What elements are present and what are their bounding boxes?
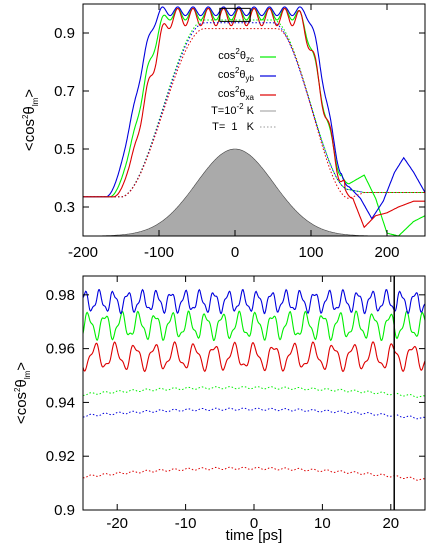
bottom-series-yb: [82, 288, 426, 315]
bottom-y-tick-label: 0.98: [46, 287, 75, 304]
top-y-axis-label: <cos2θlm>: [21, 89, 40, 151]
bottom-series-group: [82, 288, 426, 481]
bottom-series-yb_warm: [82, 407, 426, 420]
top-series-yb: [83, 6, 426, 220]
top-x-tick-label: 200: [374, 244, 399, 261]
svg-text:cos2θxa: cos2θxa: [218, 85, 255, 102]
top-plot-frame: [82, 3, 426, 237]
top-x-tick-label: -100: [144, 244, 174, 261]
top-x-tick-labels: -200 -100 0 100 200: [68, 244, 400, 261]
top-y-tick-label: 0.9: [54, 25, 75, 42]
top-y-tick-label: 0.7: [54, 83, 75, 100]
top-series-xa: [83, 7, 425, 229]
top-y-tick-label: 0.3: [54, 199, 75, 216]
legend-entry-high-temp: T= 1 K: [212, 121, 276, 133]
bottom-y-tick-label: 0.94: [46, 394, 75, 411]
bottom-series-zc_warm: [83, 386, 426, 398]
top-y-tick-labels: 0.3 0.5 0.7 0.9: [54, 25, 75, 216]
bottom-x-tick-label: -10: [175, 515, 197, 532]
legend-entry-zc: cos2θzc: [218, 47, 276, 64]
bottom-y-axis-label: <cos2θlm>: [13, 362, 32, 424]
bottom-series-xa_warm: [83, 466, 426, 481]
svg-text:T=10-2 K: T=10-2 K: [211, 102, 255, 117]
bottom-axis-ticks: [83, 276, 425, 511]
bottom-x-tick-label: 0: [250, 515, 258, 532]
legend-entry-low-temp: T=10-2 K: [211, 102, 276, 117]
bottom-x-tick-label: 20: [382, 515, 399, 532]
top-panel: -200 -100 0 100 200 0.3 0.5 0.7 0.9 <cos2θlm> c…: [21, 3, 426, 261]
bottom-x-tick-label: 10: [314, 515, 331, 532]
legend-entry-xa: cos2θxa: [218, 85, 276, 102]
bottom-x-axis-label: time [ps]: [226, 527, 283, 544]
top-axis-ticks: [82, 4, 425, 236]
top-series-xa_warm: [83, 28, 425, 199]
bottom-y-tick-label: 0.92: [46, 448, 75, 465]
legend-entry-yb: cos2θyb: [218, 66, 276, 83]
top-series-group: [83, 6, 426, 237]
bottom-y-tick-label: 0.96: [46, 341, 75, 358]
svg-text:T= 1 K: T= 1 K: [212, 121, 255, 133]
legend: cos2θzc cos2θyb cos2θxa T=10-2 K T= 1 K: [211, 47, 276, 133]
top-series-zc_warm: [83, 19, 425, 198]
top-x-tick-label: 0: [231, 244, 239, 261]
top-x-tick-label: -200: [68, 244, 98, 261]
top-x-tick-label: 100: [298, 244, 323, 261]
svg-text:cos2θzc: cos2θzc: [218, 47, 254, 64]
svg-text:cos2θyb: cos2θyb: [218, 66, 255, 83]
bottom-series-xa: [82, 341, 426, 373]
top-y-tick-label: 0.5: [54, 141, 75, 158]
bottom-y-tick-labels: 0.9 0.92 0.94 0.96 0.98: [46, 287, 75, 519]
bottom-series-zc: [82, 310, 426, 342]
bottom-x-tick-labels: -20 -10 0 10 20: [106, 515, 399, 532]
bottom-y-tick-label: 0.9: [54, 502, 75, 519]
bottom-x-tick-label: -20: [106, 515, 128, 532]
bottom-panel: -20 -10 0 10 20 0.9 0.92 0.94 0.96 0.98 <cos2θlm…: [13, 275, 426, 544]
